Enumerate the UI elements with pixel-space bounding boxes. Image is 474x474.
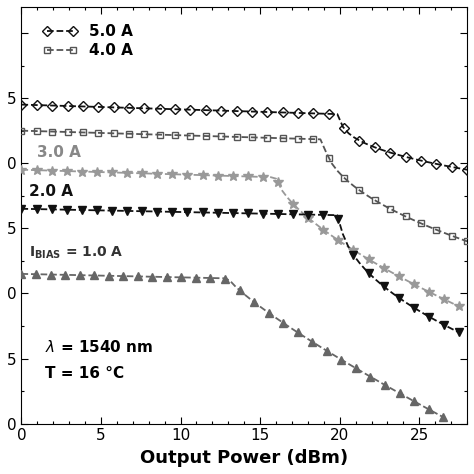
- Text: 2.0 A: 2.0 A: [29, 184, 73, 199]
- Text: 3.0 A: 3.0 A: [37, 145, 81, 160]
- Text: $\mathbf{I_{BIAS}}$ = 1.0 A: $\mathbf{I_{BIAS}}$ = 1.0 A: [29, 245, 124, 261]
- Text: $\lambda$ = 1540 nm: $\lambda$ = 1540 nm: [46, 339, 154, 355]
- Legend: 5.0 A, 4.0 A: 5.0 A, 4.0 A: [37, 18, 138, 64]
- X-axis label: Output Power (dBm): Output Power (dBm): [140, 449, 348, 467]
- Text: T = 16 °C: T = 16 °C: [46, 366, 125, 381]
